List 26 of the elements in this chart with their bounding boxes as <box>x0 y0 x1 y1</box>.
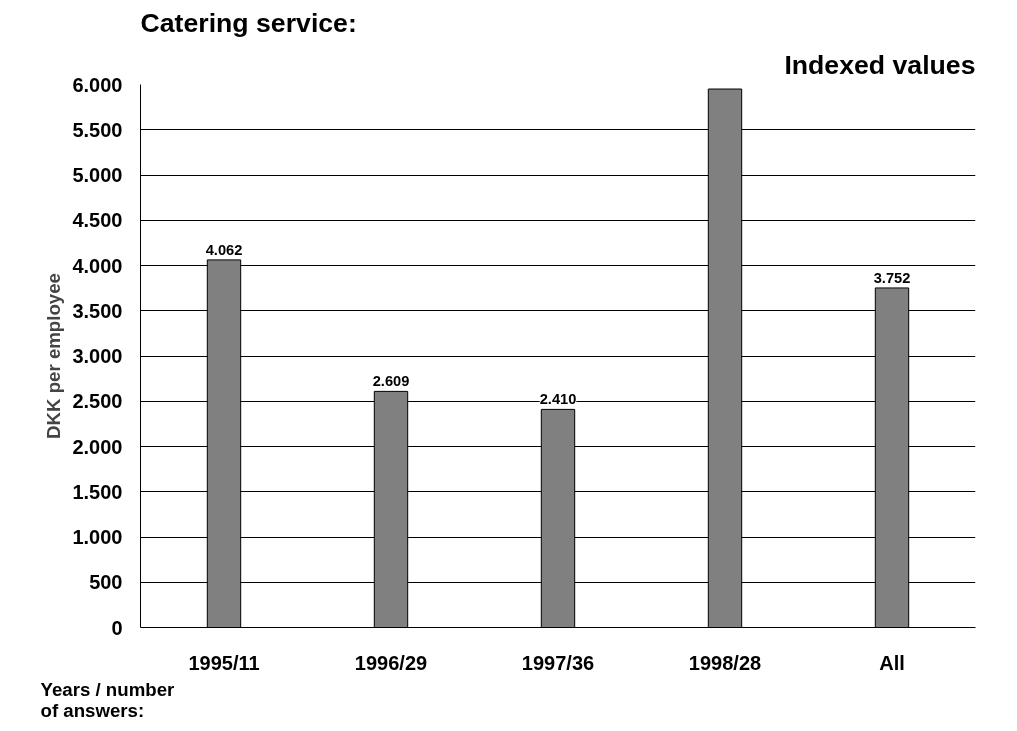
y-tick-label: 0 <box>111 616 123 639</box>
y-tick-label: 2.000 <box>72 435 123 458</box>
y-axis-title: DKK per employee <box>43 273 65 439</box>
x-axis-title: Years / number of answers: <box>40 678 175 721</box>
y-tick-label: 1.000 <box>72 526 123 548</box>
y-tick-label: 1.500 <box>72 480 123 503</box>
chart-subtitle: Indexed values <box>784 49 976 80</box>
x-tick-label: 1997/36 <box>521 651 595 674</box>
data-label: 2.410 <box>539 391 577 408</box>
x-tick-label: 1995/11 <box>188 651 260 674</box>
data-label: 4.062 <box>205 241 243 258</box>
data-label: 3.752 <box>873 269 911 286</box>
x-tick-label: 1998/28 <box>688 651 762 674</box>
y-tick-label: 2.500 <box>72 390 123 413</box>
y-tick-label: 500 <box>89 571 123 594</box>
y-tick-label: 5.000 <box>72 164 123 186</box>
data-label: 2.609 <box>372 373 410 390</box>
y-tick-label: 3.000 <box>72 345 123 367</box>
y-tick-label: 6.000 <box>72 73 123 96</box>
x-tick-label: 1996/29 <box>354 651 428 674</box>
y-tick-label: 5.500 <box>72 118 123 141</box>
y-tick-label: 4.500 <box>72 209 123 232</box>
x-tick-label: All <box>879 651 905 674</box>
y-tick-label: 4.000 <box>72 254 123 277</box>
chart-title: Catering service: <box>140 7 357 38</box>
y-tick-label: 3.500 <box>72 299 123 322</box>
